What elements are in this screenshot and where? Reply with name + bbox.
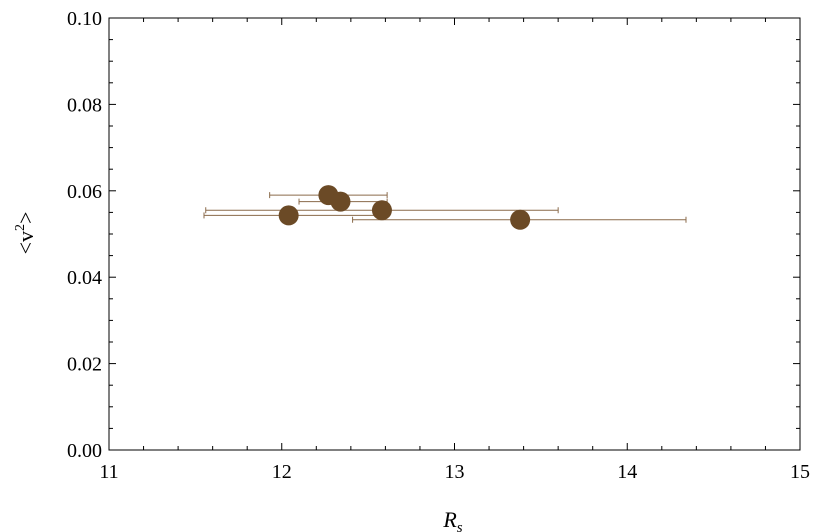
tick-labels: 11 12 13 14 15 0.00 0.02 0.04 0.06 0.08 0.10 <box>67 8 810 483</box>
y-tick-label: 0.10 <box>67 8 102 30</box>
plot-frame <box>108 17 801 451</box>
data-point <box>330 191 351 212</box>
x-tick-label: 15 <box>790 461 810 483</box>
x-tick-label: 11 <box>99 461 118 483</box>
axis-ticks <box>108 17 801 451</box>
y-axis-title: <v2> <box>13 212 38 255</box>
plot-border <box>108 17 801 451</box>
x-tick-label: 14 <box>617 461 637 483</box>
error-bars <box>203 191 687 224</box>
y-tick-label: 0.00 <box>67 440 102 462</box>
x-axis-title: Rs <box>442 507 462 532</box>
y-tick-label: 0.08 <box>67 94 102 116</box>
y-tick-label: 0.06 <box>67 181 102 203</box>
data-point <box>510 209 531 230</box>
data-point <box>371 200 392 221</box>
data-point <box>278 205 299 226</box>
data-markers <box>278 185 531 230</box>
x-tick-label: 13 <box>445 461 465 483</box>
y-tick-label: 0.02 <box>67 354 102 376</box>
x-tick-label: 12 <box>272 461 292 483</box>
y-tick-label: 0.04 <box>67 267 102 289</box>
